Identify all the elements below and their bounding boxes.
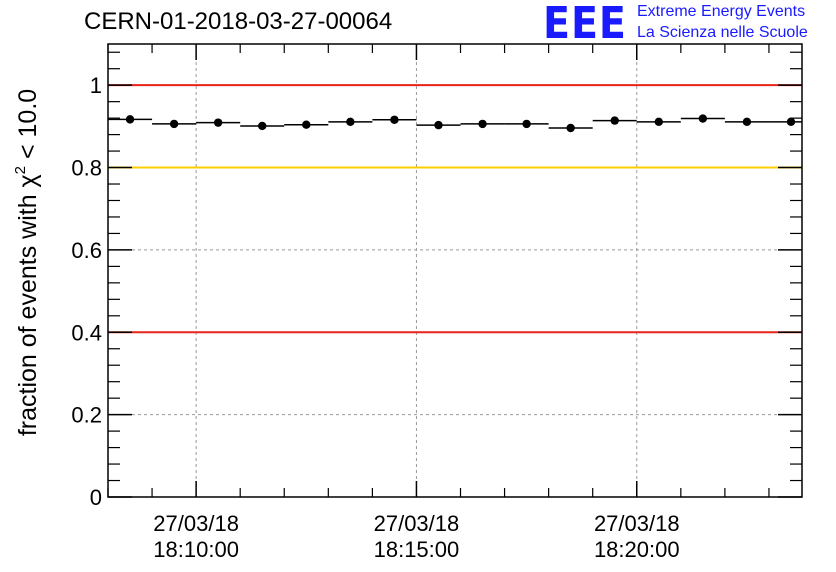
axes: 00.20.40.60.8127/03/1818:10:0027/03/1818… [71, 44, 802, 562]
logo-text-line1: Extreme Energy Events [637, 3, 806, 20]
y-tick-label: 0.4 [71, 320, 102, 345]
data-series [108, 114, 802, 133]
y-tick-label: 0.2 [71, 403, 102, 428]
data-point [698, 114, 708, 123]
reference-lines [108, 84, 802, 334]
y-axis-title-superscript: 2 [12, 166, 29, 174]
run-title: CERN-01-2018-03-27-00064 [84, 8, 393, 35]
data-point [390, 115, 399, 124]
eee-logo: EEE Extreme Energy Events La Scienza nel… [543, 0, 833, 49]
y-tick-label: 0.6 [71, 238, 102, 263]
x-tick-date-label: 27/03/18 [374, 511, 460, 536]
data-point [302, 120, 311, 129]
data-point [786, 117, 796, 127]
data-point [258, 121, 267, 131]
data-point [566, 123, 575, 133]
y-axis-title: fraction of events with χ2 < 10.0 [12, 89, 42, 436]
grid [108, 44, 802, 497]
data-point [346, 117, 355, 127]
y-axis-title-main: fraction of events with χ [14, 174, 42, 436]
data-point [213, 118, 223, 127]
data-point [654, 117, 663, 127]
plot-frame [107, 43, 803, 498]
data-point [125, 115, 135, 124]
data-point [478, 119, 487, 129]
data-point [434, 120, 443, 130]
data-point [610, 116, 619, 125]
x-tick-time-label: 18:15:00 [374, 537, 460, 562]
y-tick-label: 0 [90, 485, 102, 510]
x-tick-date-label: 27/03/18 [594, 511, 680, 536]
data-point [169, 119, 179, 129]
data-point [742, 117, 752, 127]
x-tick-date-label: 27/03/18 [153, 511, 239, 536]
y-tick-label: 1 [90, 73, 102, 98]
x-tick-time-label: 18:10:00 [153, 537, 239, 562]
x-tick-time-label: 18:20:00 [594, 537, 680, 562]
logo-mark: EEE [543, 0, 627, 49]
y-axis-title-tail: < 10.0 [14, 89, 42, 166]
data-point [522, 119, 531, 129]
y-tick-label: 0.8 [71, 156, 102, 181]
logo-text-line2: La Scienza nelle Scuole [637, 24, 808, 41]
